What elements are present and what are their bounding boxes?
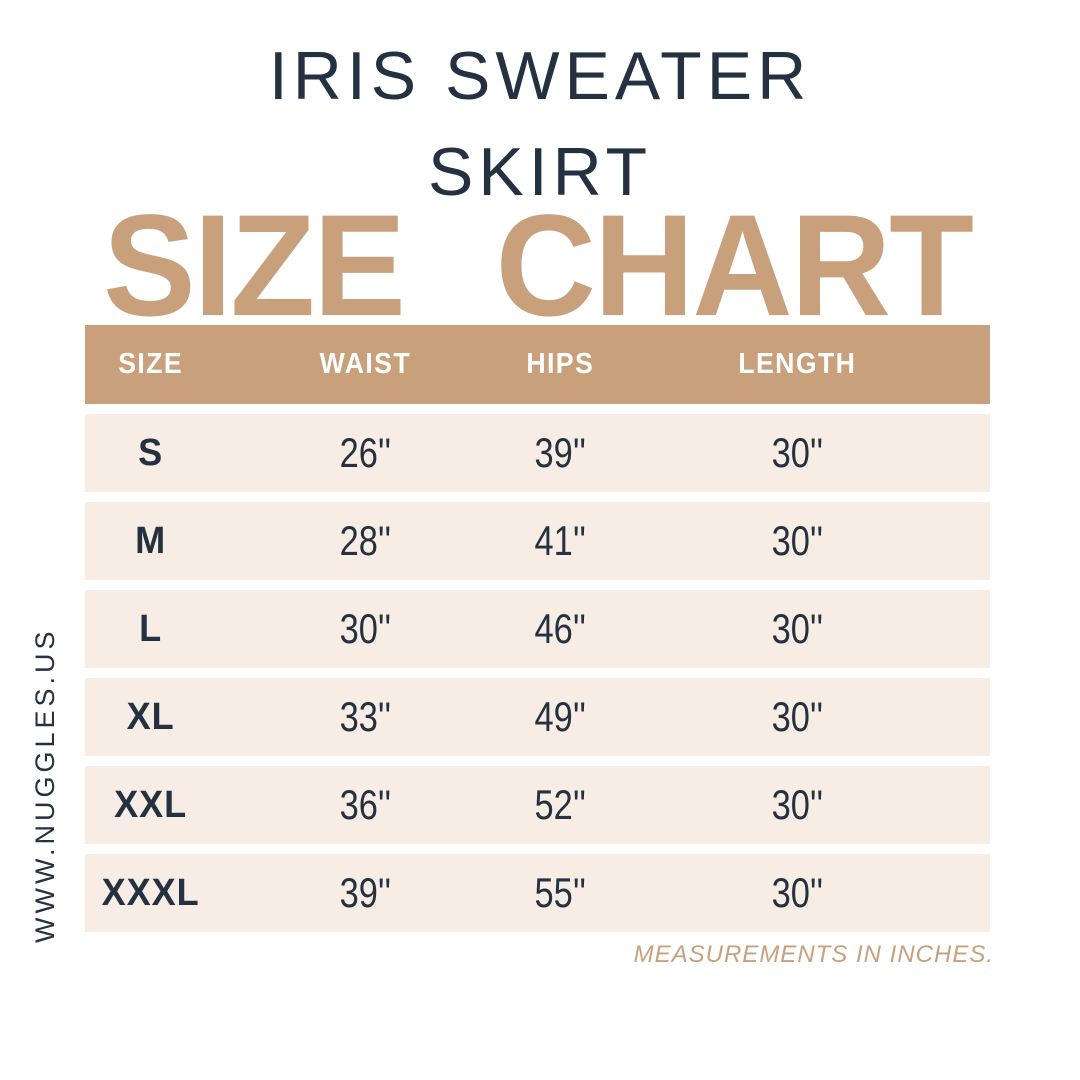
cell-waist: 33'': [339, 693, 392, 740]
cell-hips: 39'': [534, 429, 586, 476]
cell-length: 30'': [771, 517, 824, 564]
cell-waist: 36'': [339, 781, 392, 828]
cell-waist: 26'': [339, 429, 392, 476]
cell-size: L: [139, 607, 163, 650]
size-chart-heading: SIZE CHART: [103, 185, 974, 347]
product-title-line1: IRIS SWEATER: [268, 38, 812, 114]
product-title-line2: SKIRT: [427, 134, 653, 210]
cell-hips: 55'': [534, 869, 586, 916]
product-title: IRIS SWEATER SKIRT: [0, 28, 1080, 220]
cell-length: 30'': [771, 869, 824, 916]
column-header-length: LENGTH: [738, 348, 857, 380]
table-header-row: SIZE WAIST HIPS LENGTH: [85, 325, 990, 404]
cell-size: S: [138, 431, 164, 474]
cell-length: 30'': [771, 605, 824, 652]
cell-length: 30'': [771, 781, 824, 828]
cell-size: XXXL: [101, 871, 200, 914]
table-row: XL 33'' 49'' 30'': [85, 678, 990, 756]
table-row: L 30'' 46'' 30'': [85, 590, 990, 668]
cell-length: 30'': [771, 693, 824, 740]
table-row: M 28'' 41'' 30'': [85, 502, 990, 580]
cell-waist: 30'': [339, 605, 392, 652]
column-header-waist: WAIST: [319, 348, 412, 380]
cell-hips: 52'': [534, 781, 586, 828]
column-header-hips: HIPS: [526, 348, 595, 380]
cell-hips: 41'': [534, 517, 586, 564]
table-row: XXL 36'' 52'' 30'': [85, 766, 990, 844]
cell-hips: 49'': [534, 693, 586, 740]
cell-size: M: [135, 519, 167, 562]
cell-size: XXL: [114, 783, 188, 826]
measurements-note: MEASUREMENTS IN INCHES.: [633, 941, 994, 968]
cell-length: 30'': [771, 429, 824, 476]
table-row: XXXL 39'' 55'' 30'': [85, 854, 990, 932]
cell-size: XL: [126, 695, 175, 738]
table-body: S 26'' 39'' 30'' M 28'' 41'' 30'' L 30'' 46'' 30'' X…: [85, 414, 990, 932]
cell-waist: 28'': [339, 517, 392, 564]
website-url: WWW.NUGGLES.US: [30, 627, 60, 943]
size-table: SIZE WAIST HIPS LENGTH S 26'' 39'' 30'' M 28'…: [85, 325, 990, 932]
table-row: S 26'' 39'' 30'': [85, 414, 990, 492]
cell-hips: 46'': [534, 605, 586, 652]
column-header-size: SIZE: [118, 348, 184, 380]
cell-waist: 39'': [339, 869, 392, 916]
